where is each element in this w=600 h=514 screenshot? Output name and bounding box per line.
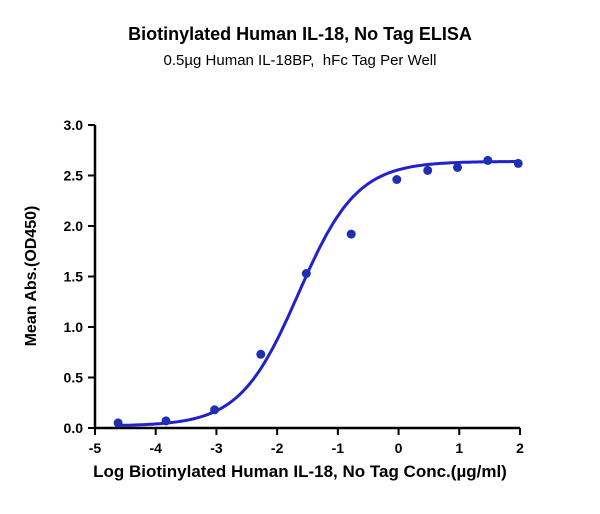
fit-curve xyxy=(116,160,519,427)
y-tick-label: 2.5 xyxy=(64,168,84,184)
data-point xyxy=(256,349,266,359)
data-point xyxy=(453,162,462,172)
x-axis-label: Log Biotinylated Human IL-18, No Tag Con… xyxy=(93,462,507,481)
data-point xyxy=(392,175,402,184)
y-tick-label: 3.0 xyxy=(64,117,84,133)
y-tick-label: 0.5 xyxy=(64,370,84,386)
x-tick-label: 2 xyxy=(516,440,524,456)
x-tick-label: -4 xyxy=(149,440,162,456)
data-point xyxy=(210,405,220,415)
x-tick-label: -2 xyxy=(271,440,284,456)
chart-subtitle: 0.5µg Human IL-18BP, hFc Tag Per Well xyxy=(163,52,437,69)
y-tick-label: 1.5 xyxy=(64,269,84,285)
data-point xyxy=(423,165,433,175)
data-point xyxy=(301,269,311,278)
x-tick-label: -3 xyxy=(210,440,223,456)
x-tick-label: -5 xyxy=(89,440,102,456)
y-tick-label: 2.0 xyxy=(64,218,84,234)
x-tick-label: 1 xyxy=(455,440,463,456)
y-tick-label: 1.0 xyxy=(64,319,84,335)
data-point xyxy=(346,229,356,239)
data-point xyxy=(113,418,123,428)
chart-title: Biotinylated Human IL-18, No Tag ELISA xyxy=(128,24,472,44)
x-tick-label: 0 xyxy=(395,440,403,456)
y-tick-label: 0.0 xyxy=(64,420,84,436)
data-point xyxy=(161,416,171,426)
data-point xyxy=(483,155,493,165)
data-point xyxy=(513,158,523,168)
x-tick-label: -1 xyxy=(332,440,345,456)
